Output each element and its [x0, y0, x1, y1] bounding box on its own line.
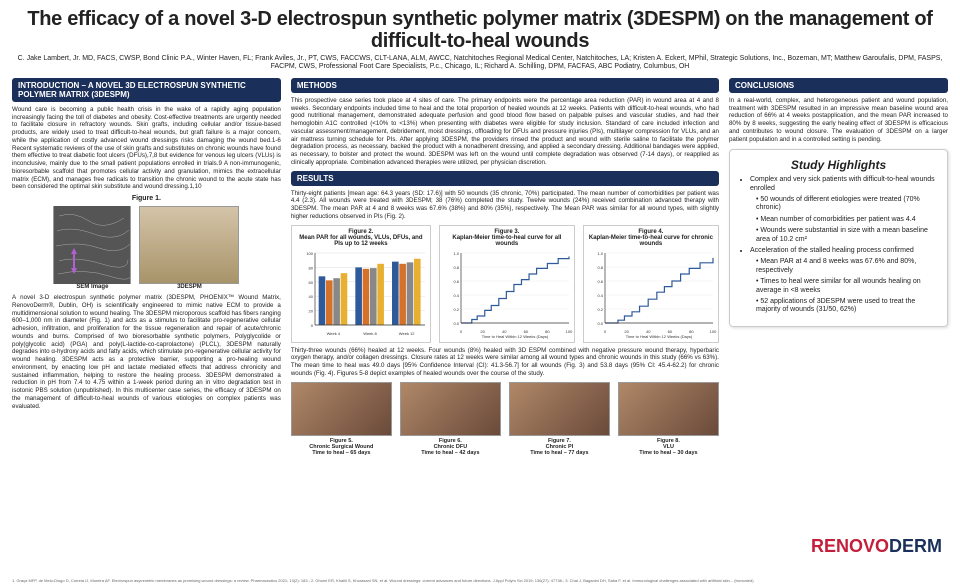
highlight-item: Complex and very sick patients with diff…	[750, 176, 939, 193]
highlight-item: 50 wounds of different etiologies were t…	[756, 196, 939, 213]
svg-text:Week 4: Week 4	[326, 331, 340, 336]
svg-text:0.6: 0.6	[597, 279, 603, 284]
despm-wrap: 3DESPM	[139, 206, 239, 290]
poster-root: The efficacy of a novel 3-D electrospun …	[0, 0, 960, 587]
wound-img-7	[509, 382, 610, 436]
wound-item-6: Figure 6.Chronic DFUTime to heal – 42 da…	[400, 382, 501, 456]
wound-img-6	[400, 382, 501, 436]
highlight-item: Acceleration of the stalled healing proc…	[750, 247, 939, 255]
authors: C. Jake Lambert, Jr. MD, FACS, CWSP, Bon…	[12, 55, 948, 72]
svg-text:0.0: 0.0	[453, 321, 459, 326]
svg-text:0: 0	[460, 329, 463, 334]
svg-text:40: 40	[308, 294, 313, 299]
svg-text:Week 12: Week 12	[399, 331, 415, 336]
w8-time: Time to heal – 30 days	[639, 450, 697, 456]
logo-renovo: RENOVO	[811, 536, 889, 556]
intro-header: INTRODUCTION – A NOVEL 3D ELECTROSPUN SY…	[12, 78, 281, 102]
svg-text:1.0: 1.0	[597, 251, 603, 256]
renovoderm-logo: RENOVODERM	[811, 536, 942, 557]
svg-text:0.8: 0.8	[597, 265, 603, 270]
sem-caption: SEM Image	[53, 284, 131, 290]
svg-text:0.0: 0.0	[597, 321, 603, 326]
despm-image	[139, 206, 239, 284]
results-header: RESULTS	[291, 171, 719, 186]
wound-row: Figure 5.Chronic Surgical WoundTime to h…	[291, 382, 719, 456]
svg-text:20: 20	[308, 308, 313, 313]
highlight-item: 52 applications of 3DESPM were used to t…	[756, 298, 939, 315]
svg-text:1.0: 1.0	[453, 251, 459, 256]
wound-item-8: Figure 8.VLUTime to heal – 30 days	[618, 382, 719, 456]
col-conclusions: CONCLUSIONS In a real-world, complex, an…	[729, 78, 948, 518]
svg-text:0.4: 0.4	[597, 293, 603, 298]
main-title: The efficacy of a novel 3-D electrospun …	[12, 8, 948, 52]
columns: INTRODUCTION – A NOVEL 3D ELECTROSPUN SY…	[12, 78, 948, 518]
fig2-title: Mean PAR for all wounds, VLUs, DFUs, and…	[299, 235, 422, 247]
col-intro: INTRODUCTION – A NOVEL 3D ELECTROSPUN SY…	[12, 78, 281, 518]
highlight-item: Wounds were substantial in size with a m…	[756, 227, 939, 244]
sem-image	[53, 206, 131, 284]
intro-p2: A novel 3-D electrospun synthetic polyme…	[12, 294, 281, 410]
highlights-list: Complex and very sick patients with diff…	[738, 176, 939, 314]
fig4-chart: 0.00.20.40.60.81.0020406080100Time to He…	[587, 249, 717, 339]
wound-item-7: Figure 7.Chronic PITime to heal – 77 day…	[509, 382, 610, 456]
svg-text:Time to Heal Within 12 Weeks (: Time to Heal Within 12 Weeks (Days)	[482, 334, 549, 339]
fig2-box: Figure 2.Mean PAR for all wounds, VLUs, …	[291, 225, 431, 343]
highlight-item: Mean PAR at 4 and 8 weeks was 67.6% and …	[756, 258, 939, 275]
svg-text:Time to Heal Within 12 Weeks (: Time to Heal Within 12 Weeks (Days)	[626, 334, 693, 339]
methods-text: This prospective case series took place …	[291, 97, 719, 167]
title-block: The efficacy of a novel 3-D electrospun …	[12, 8, 948, 72]
svg-text:Week 8: Week 8	[363, 331, 377, 336]
wound-img-8	[618, 382, 719, 436]
methods-header: METHODS	[291, 78, 719, 93]
fig3-title: Kaplan-Meier time-to-heal curve for all …	[452, 235, 561, 247]
svg-text:0.2: 0.2	[597, 307, 603, 312]
highlights-title: Study Highlights	[738, 158, 939, 172]
charts-row: Figure 2.Mean PAR for all wounds, VLUs, …	[291, 225, 719, 343]
conclusions-header: CONCLUSIONS	[729, 78, 948, 93]
results-p1: Thirty-eight patients [mean age: 64.3 ye…	[291, 190, 719, 221]
logo-derm: DERM	[889, 536, 942, 556]
highlight-item: Mean number of comorbidities per patient…	[756, 216, 939, 224]
references: 1. Graça MFP, de Melo-Diogo D, Correia I…	[12, 579, 948, 583]
highlight-item: Times to heal were similar for all wound…	[756, 278, 939, 295]
svg-text:0: 0	[604, 329, 607, 334]
col-methods-results: METHODS This prospective case series too…	[291, 78, 719, 518]
wound-item-5: Figure 5.Chronic Surgical WoundTime to h…	[291, 382, 392, 456]
svg-text:100: 100	[710, 329, 717, 334]
svg-text:0: 0	[311, 323, 314, 328]
fig1-row: SEM Image 3DESPM	[12, 206, 281, 290]
intro-p1: Wound care is becoming a public health c…	[12, 106, 281, 191]
w6-time: Time to heal – 42 days	[421, 450, 479, 456]
fig4-title: Kaplan-Meier time-to-heal curve for chro…	[589, 235, 713, 247]
svg-text:60: 60	[308, 279, 313, 284]
svg-text:0.2: 0.2	[453, 307, 459, 312]
highlights-box: Study Highlights Complex and very sick p…	[729, 149, 948, 326]
sem-wrap: SEM Image	[53, 206, 131, 290]
fig4-box: Figure 4.Kaplan-Meier time-to-heal curve…	[583, 225, 719, 343]
w5-time: Time to heal – 65 days	[312, 450, 370, 456]
svg-text:100: 100	[306, 251, 313, 256]
svg-text:0.8: 0.8	[453, 265, 459, 270]
fig3-chart: 0.00.20.40.60.81.0020406080100Time to He…	[443, 249, 573, 339]
despm-caption: 3DESPM	[139, 284, 239, 290]
wound-img-5	[291, 382, 392, 436]
results-p2: Thirty-three wounds (66%) healed at 12 w…	[291, 347, 719, 378]
svg-text:100: 100	[566, 329, 573, 334]
fig1-label: Figure 1.	[12, 195, 281, 202]
svg-text:0.4: 0.4	[453, 293, 459, 298]
w7-time: Time to heal – 77 days	[530, 450, 588, 456]
svg-text:80: 80	[308, 265, 313, 270]
fig3-box: Figure 3.Kaplan-Meier time-to-heal curve…	[439, 225, 575, 343]
fig2-chart: 0 20 40 60 80 100 Week 4 Week 8 Week 12	[295, 249, 429, 339]
conclusions-text: In a real-world, complex, and heterogene…	[729, 97, 948, 144]
svg-text:0.6: 0.6	[453, 279, 459, 284]
